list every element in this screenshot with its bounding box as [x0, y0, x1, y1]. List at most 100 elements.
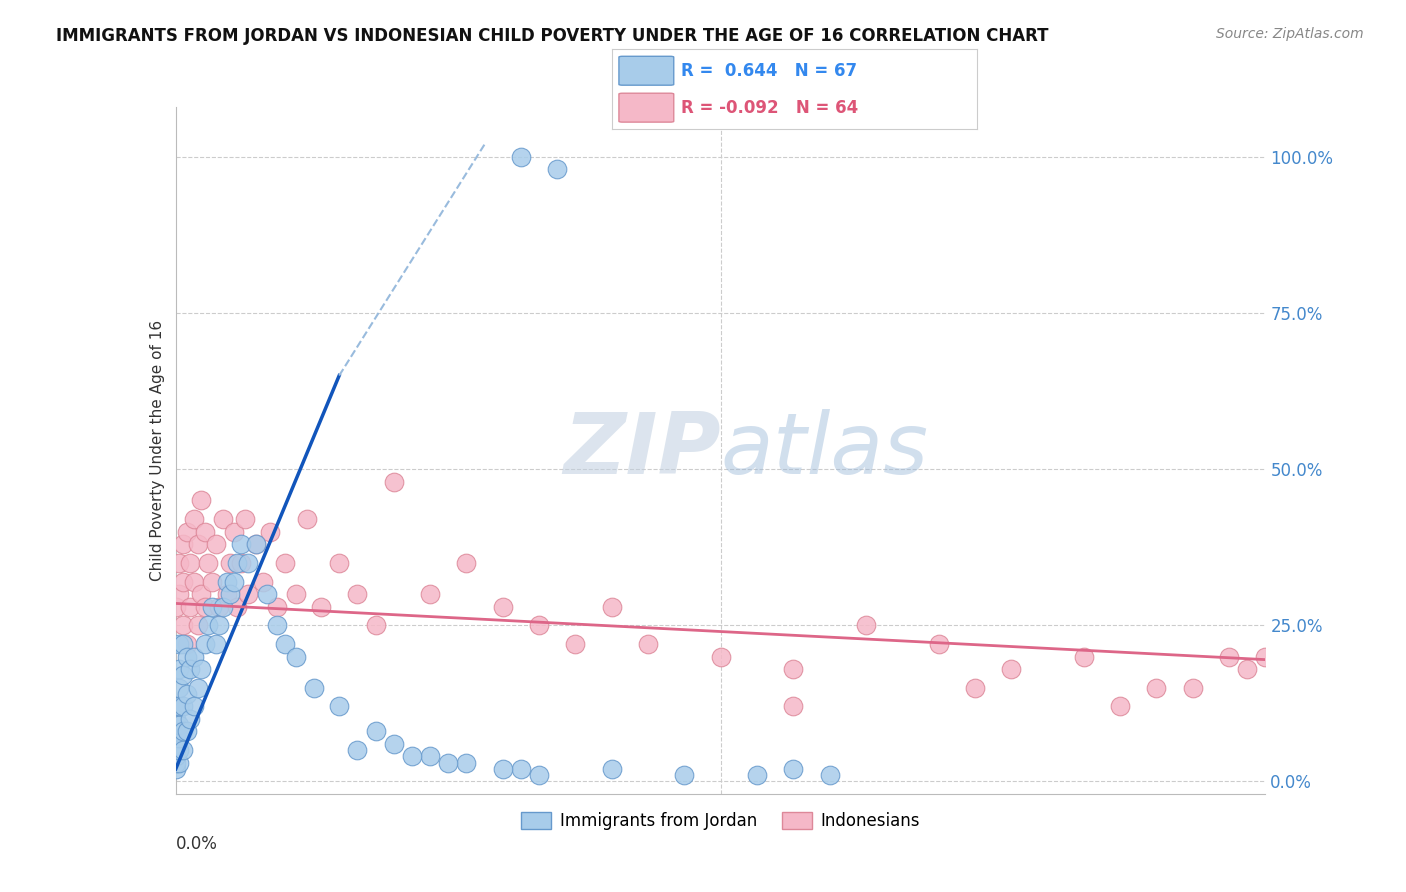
Text: IMMIGRANTS FROM JORDAN VS INDONESIAN CHILD POVERTY UNDER THE AGE OF 16 CORRELATI: IMMIGRANTS FROM JORDAN VS INDONESIAN CHI…: [56, 27, 1049, 45]
Point: [231, 537, 253, 551]
Point: [782, 762, 804, 776]
Point: [419, 587, 441, 601]
Point: [201, 599, 224, 614]
Point: [245, 537, 267, 551]
Point: [527, 768, 550, 782]
FancyBboxPatch shape: [619, 56, 673, 86]
Point: [1000, 662, 1022, 676]
Legend: Immigrants from Jordan, Indonesians: Immigrants from Jordan, Indonesians: [515, 805, 927, 837]
Point: [212, 512, 235, 526]
Point: [194, 599, 217, 614]
Point: [190, 662, 212, 676]
Point: [179, 556, 201, 570]
Point: [169, 743, 191, 757]
Text: atlas: atlas: [721, 409, 928, 492]
Point: [309, 599, 332, 614]
Point: [818, 768, 841, 782]
Point: [437, 756, 460, 770]
Point: [284, 587, 307, 601]
Point: [172, 618, 194, 632]
Point: [183, 512, 205, 526]
Point: [179, 662, 201, 676]
Point: [208, 599, 231, 614]
Point: [302, 681, 325, 695]
Point: [165, 762, 187, 776]
Point: [546, 162, 568, 177]
Point: [176, 724, 198, 739]
Point: [259, 524, 281, 539]
Point: [527, 618, 550, 632]
Point: [219, 587, 242, 601]
Point: [172, 637, 194, 651]
Point: [382, 737, 405, 751]
FancyBboxPatch shape: [619, 94, 673, 122]
Point: [204, 637, 226, 651]
Point: [231, 556, 253, 570]
Point: [183, 574, 205, 589]
Point: [252, 574, 274, 589]
Point: [284, 649, 307, 664]
Text: ZIP: ZIP: [562, 409, 721, 492]
Point: [183, 649, 205, 664]
Point: [274, 637, 297, 651]
Point: [169, 587, 191, 601]
Point: [179, 599, 201, 614]
Point: [212, 599, 235, 614]
Point: [637, 637, 659, 651]
Point: [190, 493, 212, 508]
Point: [186, 537, 209, 551]
Point: [1218, 649, 1240, 664]
Point: [256, 587, 278, 601]
Point: [710, 649, 733, 664]
Point: [215, 587, 238, 601]
Point: [382, 475, 405, 489]
Point: [197, 618, 219, 632]
Point: [364, 724, 387, 739]
Point: [1181, 681, 1204, 695]
Point: [176, 637, 198, 651]
Point: [165, 749, 187, 764]
Point: [456, 556, 478, 570]
Point: [169, 756, 191, 770]
Point: [179, 712, 201, 726]
Point: [194, 637, 217, 651]
Text: R =  0.644   N = 67: R = 0.644 N = 67: [681, 62, 858, 79]
Point: [165, 699, 187, 714]
Point: [492, 599, 515, 614]
Point: [782, 699, 804, 714]
Point: [197, 556, 219, 570]
Point: [564, 637, 586, 651]
Point: [208, 618, 231, 632]
Point: [1073, 649, 1095, 664]
Point: [176, 649, 198, 664]
Point: [194, 524, 217, 539]
Point: [963, 681, 986, 695]
Point: [1254, 649, 1277, 664]
Point: [165, 737, 187, 751]
Point: [401, 749, 423, 764]
Point: [1146, 681, 1168, 695]
Text: R = -0.092   N = 64: R = -0.092 N = 64: [681, 99, 858, 117]
Point: [165, 724, 187, 739]
Point: [509, 150, 531, 164]
Point: [186, 681, 209, 695]
Point: [456, 756, 478, 770]
Point: [176, 524, 198, 539]
Point: [169, 718, 191, 732]
Point: [172, 699, 194, 714]
Point: [169, 662, 191, 676]
Point: [245, 537, 267, 551]
Text: 0.0%: 0.0%: [176, 835, 218, 853]
Point: [600, 599, 623, 614]
Point: [673, 768, 696, 782]
Point: [172, 668, 194, 682]
Point: [1236, 662, 1258, 676]
Point: [346, 587, 368, 601]
Point: [509, 762, 531, 776]
Point: [169, 699, 191, 714]
Point: [165, 756, 187, 770]
Point: [266, 599, 288, 614]
Y-axis label: Child Poverty Under the Age of 16: Child Poverty Under the Age of 16: [149, 320, 165, 581]
Point: [219, 556, 242, 570]
Point: [328, 699, 350, 714]
